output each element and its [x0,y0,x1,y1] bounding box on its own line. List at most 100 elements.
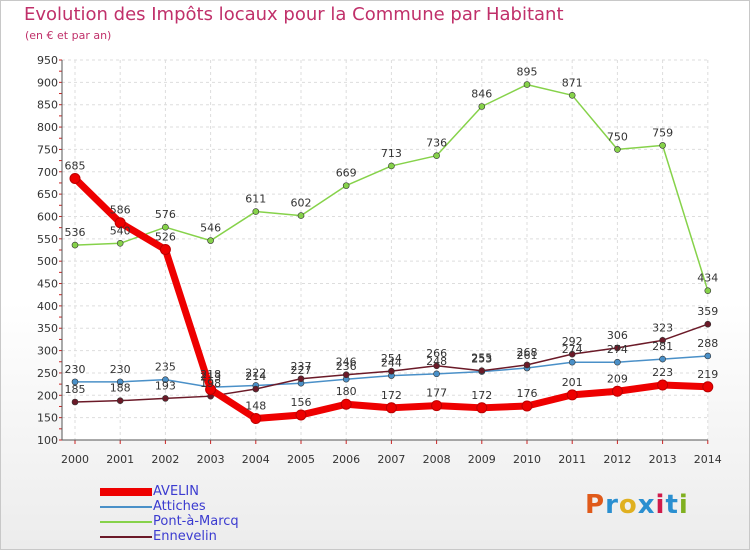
data-point-pont---marcq-2012 [614,146,621,153]
data-point-ennevelin-2011 [568,350,576,358]
data-label-pont---marcq-2013: 759 [652,126,673,139]
logo-letter: r [605,490,619,520]
data-label-avelin-2012: 209 [607,372,628,385]
y-tick-label-650: 650 [37,188,58,201]
data-label-ennevelin-2003: 198 [200,377,221,390]
data-label-pont---marcq-2001: 540 [110,224,131,237]
y-tick-label-950: 950 [37,54,58,67]
data-point-avelin-2008 [431,400,443,412]
data-point-avelin-2011 [566,389,578,401]
data-point-avelin-2007 [385,402,397,414]
y-tick-label-800: 800 [37,121,58,134]
x-tick-label-2011: 2011 [558,453,586,466]
data-label-avelin-2005: 156 [291,396,312,409]
data-point-avelin-2004 [250,413,262,425]
data-label-pont---marcq-2012: 750 [607,130,628,143]
legend-swatch [100,536,152,538]
y-tick-label-600: 600 [37,210,58,223]
data-point-attiches-2013 [659,355,666,363]
data-label-pont---marcq-2009: 846 [471,87,492,100]
y-tick-label-850: 850 [37,99,58,112]
legend-swatch [100,488,152,496]
data-label-ennevelin-2011: 292 [562,335,583,348]
chart-title: Evolution des Impôts locaux pour la Comm… [24,4,564,25]
chart-subtitle: (en € et par an) [25,29,112,42]
data-label-attiches-2004: 222 [245,366,266,379]
data-point-attiches-2008 [433,370,440,378]
data-point-ennevelin-2005 [297,375,305,383]
y-tick-label-350: 350 [37,322,58,335]
x-tick-label-2001: 2001 [106,453,134,466]
y-tick-label-200: 200 [37,389,58,402]
logo-letter: o [618,490,638,520]
y-tick-label-450: 450 [37,278,58,291]
data-point-avelin-2005 [295,409,307,421]
data-label-attiches-2011: 274 [562,343,583,356]
data-label-attiches-2014: 288 [697,337,718,350]
data-label-ennevelin-2009: 255 [471,352,492,365]
x-tick-label-2013: 2013 [649,453,677,466]
logo-letter: t [665,490,679,520]
proxiti-logo: Proxiti [585,490,689,520]
y-tick-label-150: 150 [37,412,58,425]
data-label-avelin-2011: 201 [562,376,583,389]
data-point-pont---marcq-2002 [162,223,169,231]
data-label-pont---marcq-2011: 871 [562,76,583,89]
x-tick-label-2006: 2006 [332,453,360,466]
data-label-attiches-2007: 244 [381,357,402,370]
data-label-avelin-2000: 685 [65,159,86,172]
y-tick-label-900: 900 [37,76,58,89]
x-tick-label-2007: 2007 [377,453,405,466]
data-point-ennevelin-2004 [252,385,260,393]
legend-label: Attiches [153,499,206,514]
legend-item: Ennevelin [100,529,320,544]
data-point-pont---marcq-2000 [71,241,79,249]
y-tick-label-700: 700 [37,166,58,179]
data-label-avelin-2001: 586 [110,204,131,217]
data-label-ennevelin-2013: 323 [652,321,673,334]
data-label-avelin-2006: 180 [336,385,357,398]
x-tick-label-2002: 2002 [151,453,179,466]
legend-swatch [100,506,152,508]
data-point-avelin-2010 [521,400,533,412]
data-label-avelin-2007: 172 [381,389,402,402]
data-label-attiches-2009: 253 [471,353,492,366]
data-point-avelin-2003 [205,383,217,395]
y-tick-label-300: 300 [37,345,58,358]
x-tick-label-2005: 2005 [287,453,315,466]
data-point-pont---marcq-2010 [523,81,531,88]
data-point-avelin-2013 [657,379,669,391]
data-point-pont---marcq-2006 [342,182,350,189]
data-label-attiches-2010: 261 [517,349,538,362]
data-point-avelin-2002 [159,244,171,256]
data-label-ennevelin-2010: 268 [517,346,538,359]
data-label-ennevelin-2008: 266 [426,347,447,360]
y-tick-label-250: 250 [37,367,58,380]
data-point-avelin-2014 [702,381,714,393]
data-label-pont---marcq-2003: 546 [200,222,221,235]
legend-item: Attiches [100,499,320,514]
y-tick-label-500: 500 [37,255,58,268]
data-point-pont---marcq-2009 [478,103,486,110]
data-point-avelin-2000 [69,172,81,184]
data-label-pont---marcq-2010: 895 [517,66,538,79]
data-point-ennevelin-2009 [478,367,486,375]
data-label-pont---marcq-2000: 536 [65,226,86,239]
data-label-ennevelin-2001: 188 [110,382,131,395]
data-point-pont---marcq-2003 [207,237,214,244]
data-point-avelin-2006 [340,398,352,410]
data-point-ennevelin-2008 [433,362,440,370]
data-point-attiches-2001 [116,378,124,386]
data-label-ennevelin-2005: 237 [291,360,312,373]
data-label-pont---marcq-2006: 669 [336,167,357,180]
y-tick-label-100: 100 [37,434,58,447]
data-label-attiches-2001: 230 [110,363,131,376]
x-tick-label-2004: 2004 [242,453,270,466]
data-point-pont---marcq-2007 [388,162,395,170]
data-point-attiches-2011 [568,358,576,366]
legend-label: AVELIN [153,484,199,499]
data-point-pont---marcq-2004 [252,208,260,215]
data-point-ennevelin-2012 [614,344,621,352]
data-point-attiches-2002 [162,376,169,383]
data-point-avelin-2001 [114,217,126,229]
